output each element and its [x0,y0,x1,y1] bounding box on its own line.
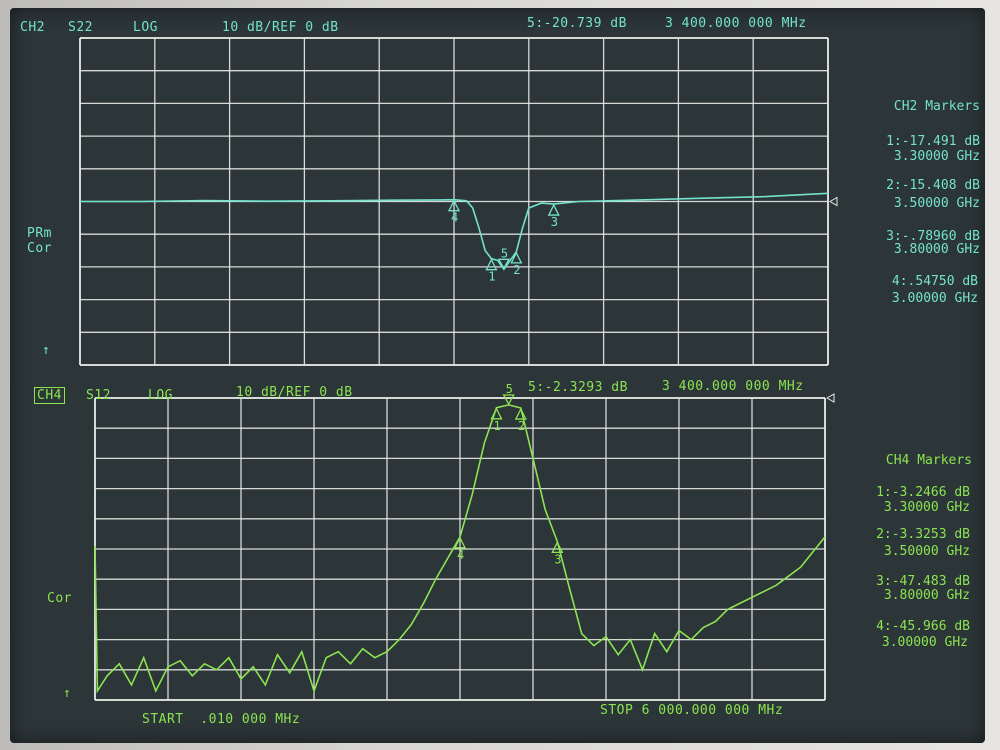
ch2-marker-2-value: 2:-15.408 dB [886,178,980,193]
ch2-param-label[interactable]: S22 [68,20,93,35]
ch2-marker-3-label: 3 [551,215,558,229]
ch2-marker-1-icon [485,258,498,271]
ch2-channel-label[interactable]: CH2 [20,20,45,35]
ch2-trace [80,192,829,271]
ch4-scale-label: 10 dB/REF 0 dB [236,385,353,400]
ch2-marker-4-label: 4 [451,211,458,225]
ch4-ref-pointer-icon [825,393,835,403]
ch2-marker-5-icon [497,258,510,270]
ch4-marker-2-label: 2 [518,419,525,433]
ch4-active-marker-freq: 3 400.000 000 MHz [662,379,804,394]
ch2-scale-label: 10 dB/REF 0 dB [222,20,339,35]
ch4-cor-label: Cor [47,591,72,606]
ch4-channel-label[interactable]: CH4 [34,387,65,404]
ch2-format-label: LOG [133,20,158,35]
ch2-marker-1-value: 1:-17.491 dB [886,134,980,149]
ch4-marker-5-label: 5 [506,382,513,396]
ch2-ref-arrow-icon: ↑ [42,343,51,358]
ch2-marker-4-freq: 3.00000 GHz [891,291,978,306]
ch4-marker-2-value: 2:-3.3253 dB [876,527,970,542]
ch4-marker-4-value: 4:-45.966 dB [876,619,970,634]
ch4-marker-3-label: 3 [554,552,561,566]
ch2-markers-title: CH2 Markers [893,99,980,114]
stop-frequency[interactable]: STOP 6 000.000 000 MHz [600,703,784,718]
ch2-marker-4-value: 4:.54750 dB [891,274,978,289]
ch4-format-label: LOG [148,388,173,403]
ch4-marker-3-icon [551,540,564,554]
ch4-active-marker-value: 5:-2.3293 dB [528,380,628,395]
ch4-markers-title: CH4 Markers [885,453,972,468]
ch2-active-marker-freq: 3 400.000 000 MHz [665,16,807,31]
ch4-marker-5-icon [502,394,515,406]
ch4-marker-2-icon [514,407,527,420]
ch2-marker-3-icon [547,203,560,216]
start-frequency[interactable]: START .010 000 MHz [142,712,301,727]
ch2-marker-4-icon [447,199,461,212]
ch2-marker-3-freq: 3.80000 GHz [893,242,980,257]
ch2-ref-pointer-icon [828,196,838,207]
ch2-active-marker-value: 5:-20.739 dB [527,16,627,31]
ch4-param-label[interactable]: S12 [86,388,111,403]
ch2-marker-2-icon [510,251,523,264]
ch2-cor-label: Cor [27,241,52,256]
ch4-marker-4-freq: 3.00000 GHz [881,635,968,650]
ch4-ref-arrow-icon: ↑ [63,686,72,701]
ch4-marker-1-value: 1:-3.2466 dB [876,485,970,500]
ch2-marker-3-value: 3:-.78960 dB [886,229,980,244]
ch2-marker-1-freq: 3.30000 GHz [893,149,980,164]
analyzer-screen [10,8,985,743]
ch4-marker-4-icon [453,536,467,549]
ch2-marker-2-freq: 3.50000 GHz [893,196,980,211]
ch4-marker-3-value: 3:-47.483 dB [876,574,970,589]
ch2-marker-2-label: 2 [513,263,520,277]
ch4-trace [94,404,826,694]
ch4-marker-1-label: 1 [494,419,501,433]
ch2-marker-5-label: 5 [501,246,508,260]
ch4-marker-4-label: 4 [457,548,464,562]
ch2-marker-1-label: 1 [488,270,495,284]
ch4-marker-2-freq: 3.50000 GHz [883,544,970,559]
ch4-marker-3-freq: 3.80000 GHz [883,588,970,603]
ch2-prm-label: PRm [27,226,52,241]
ch4-marker-1-icon [490,407,503,420]
ch4-marker-1-freq: 3.30000 GHz [883,500,970,515]
